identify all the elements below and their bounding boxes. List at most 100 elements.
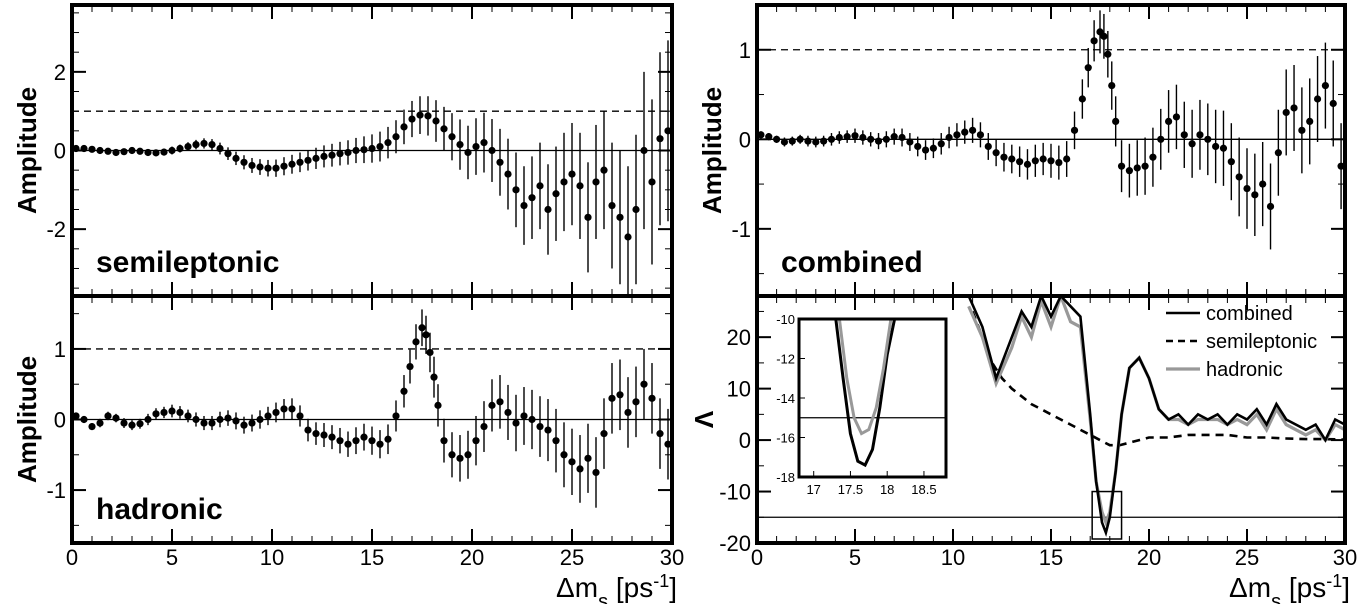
combined-data-point <box>1212 142 1220 151</box>
semileptonic-data-point <box>400 123 408 131</box>
semileptonic-data-point <box>472 142 480 151</box>
semileptonic-data-point <box>352 146 360 155</box>
combined-data-point <box>1337 162 1345 170</box>
hadronic-data-point <box>352 437 360 445</box>
combined-data-point <box>1112 117 1120 125</box>
inset-xtick-label: 17.5 <box>838 482 863 497</box>
semileptonic-data-point <box>480 139 488 147</box>
data-layer <box>72 10 1345 540</box>
inset-series-combined <box>834 319 897 468</box>
combined-data-point <box>820 137 828 145</box>
semileptonic-data-point <box>120 148 128 156</box>
hadronic-data-point <box>568 458 576 466</box>
hadronic-data-point <box>336 437 344 445</box>
semileptonic-data-point <box>624 233 632 241</box>
hadronic-xlabel: Δms [ps-1] <box>556 571 677 604</box>
combined-data-point <box>1227 158 1235 166</box>
semileptonic-points <box>72 40 672 296</box>
hadronic-data-point <box>360 433 368 441</box>
semileptonic-data-point <box>208 141 216 149</box>
hadronic-data-point <box>72 412 80 420</box>
semileptonic-data-point <box>560 178 568 186</box>
hadronic-data-point <box>640 380 648 388</box>
inset-ytick-label: -12 <box>776 352 795 367</box>
semileptonic-data-point <box>448 133 456 141</box>
combined-data-point <box>1306 117 1314 125</box>
semileptonic-data-point <box>456 141 464 149</box>
combined-data-point <box>827 135 836 143</box>
semileptonic-data-point <box>576 182 584 190</box>
hadronic-data-point <box>584 454 592 462</box>
semileptonic-data-point <box>360 146 368 154</box>
hadronic-data-point <box>120 419 128 427</box>
combined-data-point <box>796 135 804 143</box>
combined-data-point <box>937 140 945 148</box>
combined-data-point <box>1070 126 1079 134</box>
combined-data-point <box>945 133 953 142</box>
combined-panel-label: combined <box>781 246 923 279</box>
hadronic-data-point <box>544 426 552 434</box>
semileptonic-data-point <box>408 115 416 123</box>
inset-xtick-label: 18.5 <box>911 482 936 497</box>
combined-data-point <box>1313 95 1322 103</box>
likelihood-ytick-label: 0 <box>739 428 751 453</box>
combined-data-point <box>1090 37 1098 45</box>
combined-data-point <box>1000 153 1008 161</box>
semileptonic-data-point <box>640 146 648 155</box>
legend-label-hadronic: hadronic <box>1206 359 1283 381</box>
likelihood-xlabel: Δms [ps-1] <box>1229 571 1350 604</box>
hadronic-xtick-label: 5 <box>166 545 178 570</box>
combined-data-point <box>1235 173 1243 181</box>
hadronic-data-point <box>400 387 408 395</box>
semileptonic-data-point <box>632 205 640 214</box>
semileptonic-data-point <box>192 141 200 149</box>
semileptonic-data-point <box>432 117 440 125</box>
semileptonic-ytick-label: 2 <box>54 60 66 85</box>
semileptonic-data-point <box>392 133 400 141</box>
combined-data-point <box>1188 140 1196 148</box>
semileptonic-data-point <box>656 135 664 143</box>
hadronic-data-point <box>552 437 560 445</box>
inset-ytick-label: -14 <box>776 391 795 406</box>
hadronic-data-point <box>536 422 544 431</box>
semileptonic-data-point <box>464 148 472 157</box>
hadronic-data-point <box>528 415 536 424</box>
combined-data-point <box>1251 191 1259 199</box>
likelihood-xtick-label: 30 <box>1333 545 1357 570</box>
combined-data-point <box>1290 104 1298 112</box>
likelihood-xtick-label: 0 <box>751 545 763 570</box>
combined-data-point <box>1243 184 1251 193</box>
combined-data-point <box>1133 164 1141 172</box>
inset-curves <box>834 319 897 468</box>
semileptonic-data-point <box>488 146 496 155</box>
combined-data-point <box>859 133 867 142</box>
combined-data-point <box>1157 135 1165 143</box>
hadronic-data-point <box>384 435 392 443</box>
hadronic-data-point <box>480 422 488 431</box>
hadronic-data-point <box>504 408 512 417</box>
combined-data-point <box>898 133 906 142</box>
combined-data-point <box>1219 144 1228 152</box>
hadronic-data-point <box>418 324 426 332</box>
legend-label-combined: combined <box>1206 303 1293 325</box>
hadronic-data-point <box>104 412 112 420</box>
likelihood-ytick-label: -20 <box>719 531 751 556</box>
combined-data-point <box>1266 202 1275 211</box>
combined-data-point <box>1165 117 1173 125</box>
semileptonic-data-point <box>256 163 264 171</box>
combined-data-point <box>1196 131 1204 139</box>
semileptonic-data-point <box>496 158 504 166</box>
hadronic-panel-label: hadronic <box>96 493 223 526</box>
combined-data-point <box>1321 81 1329 90</box>
combined-ytick-label: 0 <box>739 127 751 152</box>
combined-data-point <box>961 128 969 136</box>
semileptonic-data-point <box>320 152 328 160</box>
combined-data-point <box>843 133 851 141</box>
hadronic-data-point <box>296 412 304 420</box>
combined-data-point <box>890 133 898 141</box>
combined-data-point <box>969 126 977 134</box>
semileptonic-ytick-label: -2 <box>46 217 66 242</box>
semileptonic-data-point <box>288 160 296 168</box>
combined-data-point <box>1274 149 1282 157</box>
